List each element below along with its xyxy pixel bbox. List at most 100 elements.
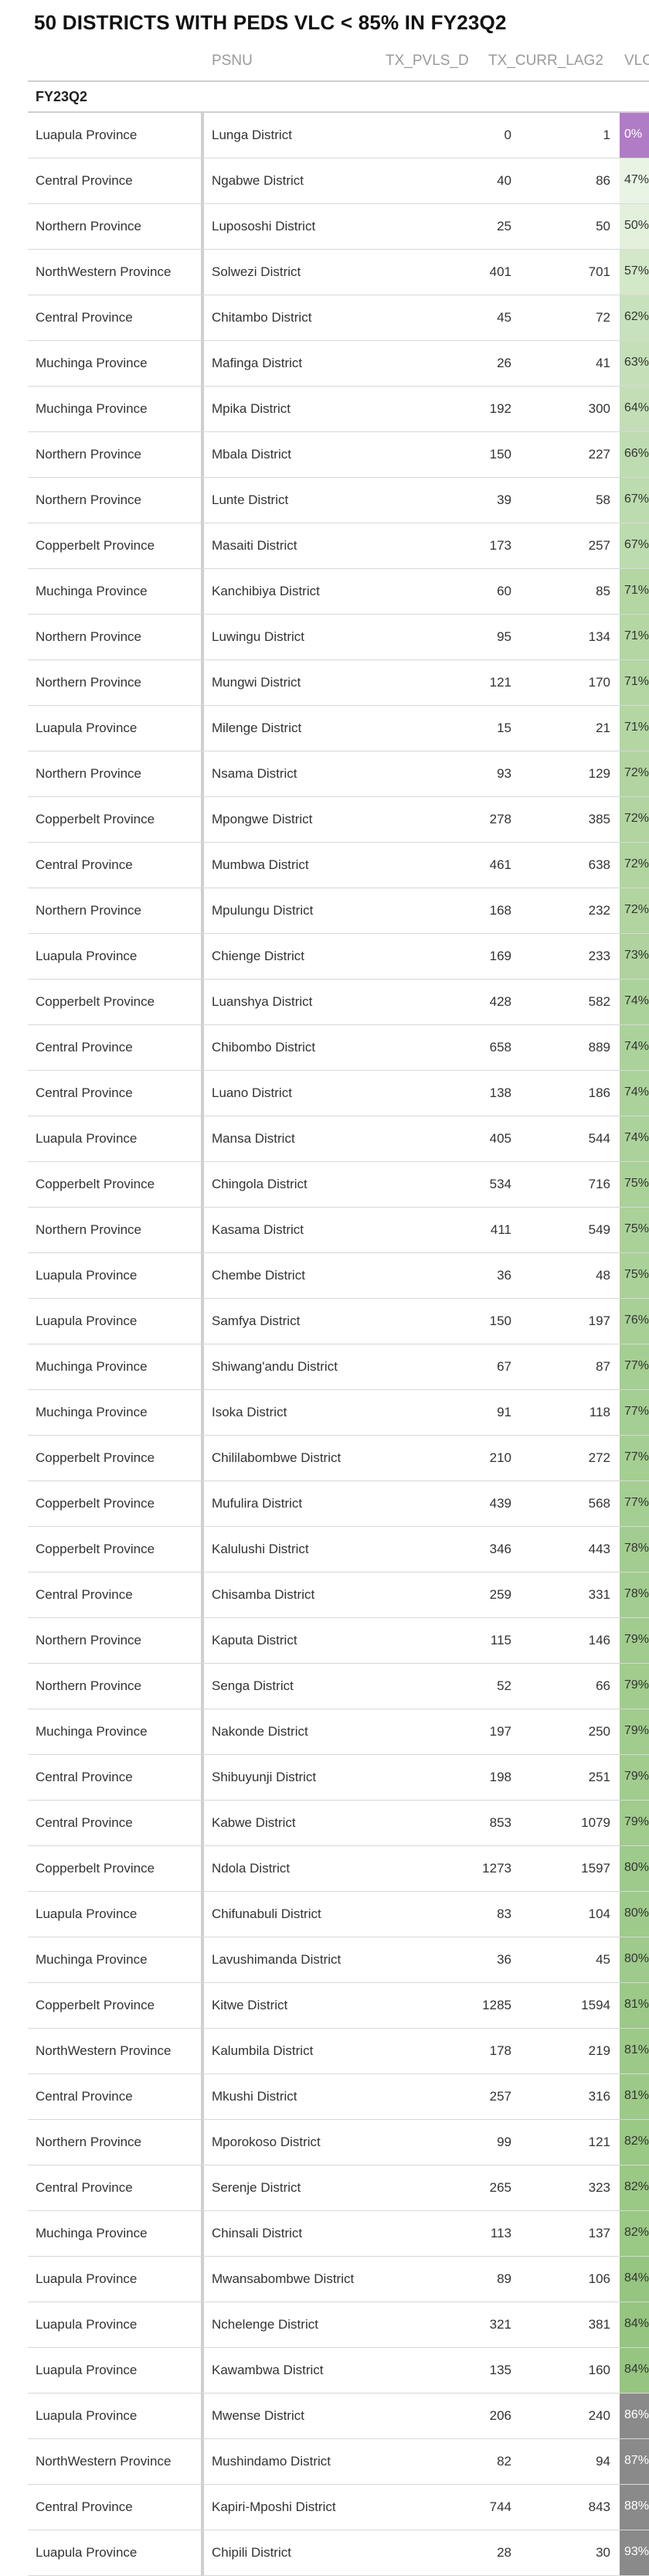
- cell-tx-pvls-d: 405: [489, 1131, 511, 1146]
- cell-vlc-value: 79%: [624, 1815, 649, 1828]
- cell-psnu: Lavushimanda District: [212, 1952, 341, 1967]
- cell-tx-curr-lag2: 638: [588, 857, 610, 872]
- cell-province: Luapula Province: [36, 1906, 138, 1921]
- cell-vlc: 71%: [620, 615, 649, 659]
- column-divider: [201, 615, 204, 659]
- column-divider: [201, 1664, 204, 1709]
- cell-vlc-value: 84%: [624, 2271, 649, 2285]
- cell-tx-curr-lag2: 86: [596, 173, 610, 188]
- table-row: Luapula Province Mansa District 405 544 74%: [28, 1116, 649, 1162]
- cell-tx-pvls-d: 168: [489, 903, 511, 918]
- cell-tx-curr-lag2: 170: [588, 675, 610, 690]
- cell-vlc-value: 71%: [624, 584, 649, 597]
- cell-tx-pvls-d: 52: [497, 1678, 511, 1693]
- cell-province: Central Province: [36, 173, 133, 188]
- cell-psnu: Luano District: [212, 1085, 292, 1100]
- cell-vlc-value: 71%: [624, 721, 649, 734]
- cell-vlc-value: 81%: [624, 1998, 649, 2011]
- column-divider: [201, 158, 204, 203]
- group-header: FY23Q2: [28, 82, 649, 113]
- cell-tx-pvls-d: 36: [497, 1952, 511, 1967]
- cell-psnu: Mpika District: [212, 401, 291, 416]
- cell-tx-pvls-d: 658: [489, 1040, 511, 1055]
- table-row: Central Province Chisamba District 259 331 7…: [28, 1573, 649, 1618]
- cell-psnu: Kasama District: [212, 1222, 304, 1237]
- column-header-tx-pvls-d[interactable]: TX_PVLS_D: [386, 53, 469, 69]
- cell-province: NorthWestern Province: [36, 2043, 172, 2058]
- cell-tx-curr-lag2: 58: [596, 492, 610, 507]
- page-title: 50 DISTRICTS WITH PEDS VLC < 85% IN FY23…: [34, 11, 507, 34]
- cell-province: Luapula Province: [36, 2408, 138, 2423]
- cell-vlc: 79%: [620, 1709, 649, 1754]
- column-divider: [201, 295, 204, 340]
- cell-province: Central Province: [36, 310, 133, 325]
- table-row: Northern Province Luwingu District 95 134 71…: [28, 615, 649, 660]
- cell-psnu: Kabwe District: [212, 1815, 296, 1830]
- cell-tx-curr-lag2: 843: [588, 2499, 610, 2514]
- cell-vlc-value: 57%: [624, 264, 649, 278]
- column-header-psnu[interactable]: PSNU: [212, 53, 253, 69]
- cell-tx-pvls-d: 197: [489, 1724, 511, 1739]
- column-divider: [201, 1116, 204, 1161]
- cell-tx-pvls-d: 178: [489, 2043, 511, 2058]
- cell-vlc: 76%: [620, 1299, 649, 1344]
- cell-province: Muchinga Province: [36, 584, 148, 598]
- column-divider: [201, 1801, 204, 1845]
- cell-province: Muchinga Province: [36, 401, 148, 416]
- cell-vlc: 77%: [620, 1436, 649, 1481]
- cell-vlc-value: 79%: [624, 1678, 649, 1692]
- cell-vlc: 71%: [620, 706, 649, 751]
- cell-tx-pvls-d: 113: [490, 2226, 511, 2240]
- table-row: Copperbelt Province Masaiti District 173 25…: [28, 523, 649, 569]
- cell-psnu: Mporokoso District: [212, 2135, 321, 2149]
- cell-vlc-value: 76%: [624, 1314, 649, 1327]
- cell-tx-curr-lag2: 50: [596, 219, 610, 233]
- table-row: Luapula Province Samfya District 150 197 76%: [28, 1299, 649, 1344]
- cell-tx-pvls-d: 321: [489, 2317, 511, 2332]
- cell-vlc-value: 71%: [624, 629, 649, 642]
- table-row: Northern Province Kaputa District 115 146 79…: [28, 1618, 649, 1664]
- cell-vlc: 84%: [620, 2257, 649, 2302]
- cell-tx-curr-lag2: 568: [588, 1496, 610, 1511]
- cell-tx-pvls-d: 401: [489, 264, 511, 279]
- cell-tx-pvls-d: 192: [489, 401, 511, 416]
- cell-province: Central Province: [36, 1770, 133, 1784]
- cell-vlc-value: 64%: [624, 401, 649, 414]
- cell-tx-curr-lag2: 137: [588, 2226, 610, 2240]
- column-divider: [201, 1162, 204, 1207]
- column-divider: [201, 1481, 204, 1526]
- column-divider: [201, 1892, 204, 1937]
- cell-vlc-value: 79%: [624, 1633, 649, 1646]
- table-row: Central Province Kabwe District 853 1079 79%: [28, 1801, 649, 1846]
- cell-tx-curr-lag2: 381: [588, 2317, 610, 2332]
- cell-psnu: Luwingu District: [212, 629, 304, 644]
- cell-vlc-value: 79%: [624, 1724, 649, 1737]
- column-divider: [201, 1846, 204, 1891]
- column-divider: [201, 706, 204, 751]
- cell-province: Copperbelt Province: [36, 1542, 155, 1556]
- cell-tx-curr-lag2: 257: [588, 538, 610, 553]
- cell-tx-pvls-d: 39: [497, 492, 511, 507]
- cell-vlc: 82%: [620, 2165, 649, 2210]
- cell-vlc: 81%: [620, 2074, 649, 2119]
- column-header-tx-curr-lag2[interactable]: TX_CURR_LAG2: [488, 53, 603, 69]
- cell-province: Northern Province: [36, 766, 142, 781]
- cell-tx-curr-lag2: 582: [588, 994, 610, 1009]
- column-header-vlc[interactable]: VLC: [624, 53, 649, 69]
- cell-province: Central Province: [36, 857, 133, 872]
- cell-vlc: 75%: [620, 1253, 649, 1298]
- cell-psnu: Luanshya District: [212, 994, 313, 1009]
- cell-province: Copperbelt Province: [36, 1998, 155, 2012]
- cell-tx-pvls-d: 93: [497, 766, 511, 781]
- cell-province: Central Province: [36, 1815, 133, 1830]
- cell-tx-curr-lag2: 134: [588, 629, 610, 644]
- cell-tx-pvls-d: 346: [489, 1542, 511, 1556]
- table-row: Central Province Kapiri-Mposhi District 74…: [28, 2485, 649, 2530]
- cell-psnu: Solwezi District: [212, 264, 301, 279]
- table-row: Copperbelt Province Chingola District 534 7…: [28, 1162, 649, 1208]
- cell-province: Muchinga Province: [36, 1359, 148, 1374]
- cell-vlc-value: 74%: [624, 1040, 649, 1053]
- cell-vlc: 72%: [620, 797, 649, 842]
- cell-vlc: 77%: [620, 1344, 649, 1389]
- table-row: Central Province Shibuyunji District 198 25…: [28, 1755, 649, 1801]
